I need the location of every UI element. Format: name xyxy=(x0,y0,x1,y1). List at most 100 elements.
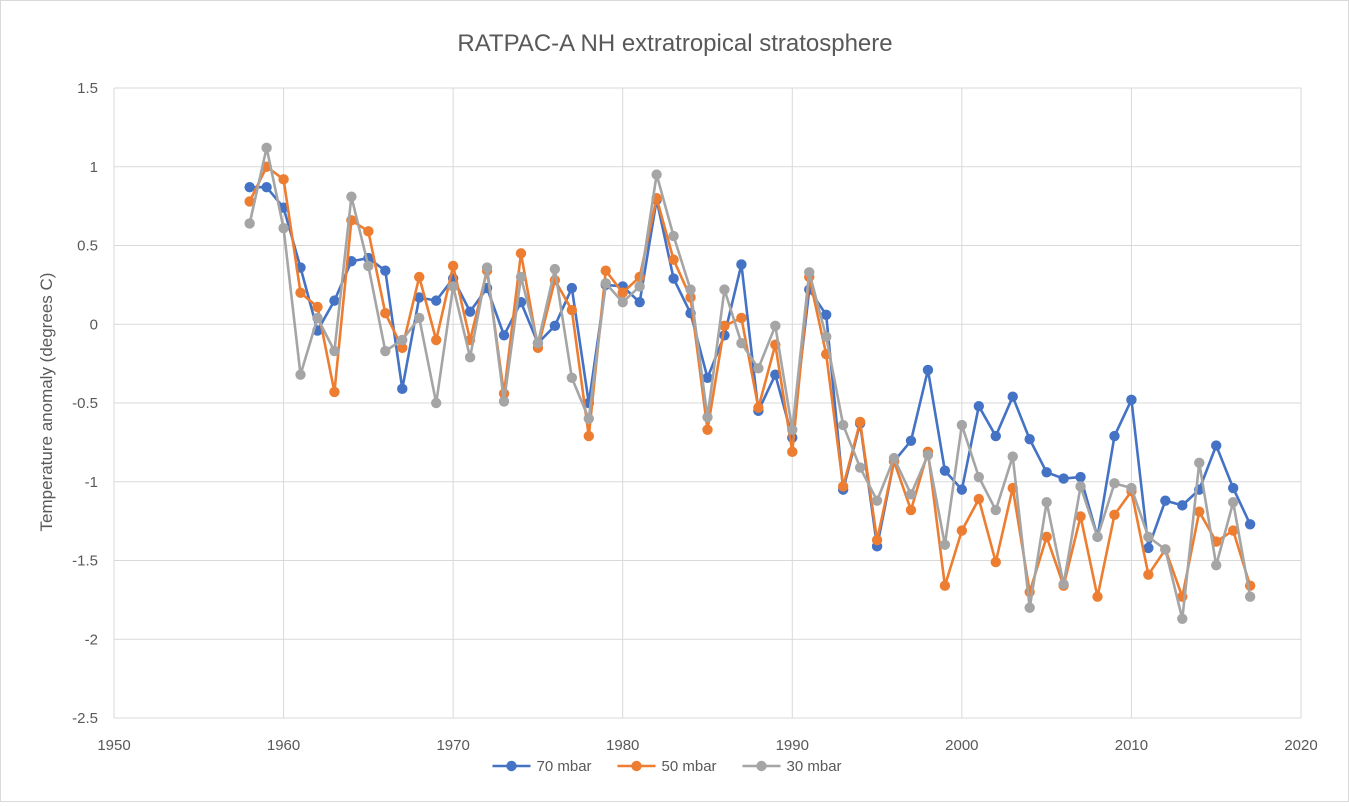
data-point-30-mbar xyxy=(990,504,1001,516)
data-point-50-mbar xyxy=(1227,525,1239,536)
data-point-30-mbar xyxy=(1041,497,1052,508)
data-point-50-mbar xyxy=(566,304,578,316)
data-point-30-mbar xyxy=(1092,531,1103,543)
data-point-50-mbar xyxy=(617,287,628,298)
data-point-30-mbar xyxy=(685,284,696,295)
legend-label: 50 mbar xyxy=(662,758,717,775)
data-point-50-mbar xyxy=(397,342,408,354)
data-point-50-mbar xyxy=(329,386,340,398)
data-point-30-mbar xyxy=(346,191,357,202)
data-point-70-mbar xyxy=(634,297,645,308)
data-point-30-mbar xyxy=(312,312,323,324)
y-tick-label: 0 xyxy=(90,316,98,333)
data-point-30-mbar xyxy=(804,267,815,278)
data-point-30-mbar xyxy=(888,452,900,464)
data-point-70-mbar xyxy=(414,292,425,303)
data-point-30-mbar xyxy=(922,449,934,461)
data-point-30-mbar xyxy=(702,411,713,423)
data-point-50-mbar xyxy=(1041,531,1052,543)
data-point-70-mbar xyxy=(430,295,442,306)
data-point-70-mbar xyxy=(1041,467,1052,478)
y-tick-label: -2 xyxy=(85,631,98,648)
data-point-70-mbar xyxy=(821,309,832,320)
data-point-50-mbar xyxy=(1143,569,1154,580)
y-tick-label: -1 xyxy=(85,474,98,491)
data-point-70-mbar xyxy=(464,306,476,317)
data-point-30-mbar xyxy=(854,462,866,473)
data-point-50-mbar xyxy=(871,534,883,546)
data-point-30-mbar xyxy=(532,337,544,349)
data-point-30-mbar xyxy=(566,372,578,383)
data-point-30-mbar xyxy=(430,397,442,409)
data-point-30-mbar xyxy=(583,413,594,424)
data-point-50-mbar xyxy=(787,446,798,458)
data-point-50-mbar xyxy=(719,320,730,332)
data-point-50-mbar xyxy=(430,334,442,346)
data-point-70-mbar xyxy=(244,182,255,193)
x-tick-label: 1990 xyxy=(776,737,809,754)
y-tick-label: 1 xyxy=(90,159,98,176)
data-point-50-mbar xyxy=(515,248,527,259)
data-point-30-mbar xyxy=(973,471,985,483)
data-point-30-mbar xyxy=(651,169,662,180)
x-tick-label: 1980 xyxy=(606,737,639,754)
data-point-30-mbar xyxy=(1227,497,1239,508)
data-point-30-mbar xyxy=(1194,457,1205,469)
chart-title: RATPAC-A NH extratropical stratosphere xyxy=(457,30,892,57)
data-point-50-mbar xyxy=(837,481,849,492)
data-point-30-mbar xyxy=(871,495,883,506)
data-point-50-mbar xyxy=(363,226,374,237)
series-group xyxy=(244,142,1256,624)
data-point-70-mbar xyxy=(261,182,272,193)
data-point-30-mbar xyxy=(481,262,493,273)
data-point-30-mbar xyxy=(329,345,340,357)
x-tick-label: 2020 xyxy=(1284,737,1317,754)
data-point-70-mbar xyxy=(1244,519,1256,530)
series-line-50-mbar xyxy=(248,165,1252,599)
legend: 70 mbar 50 mbar 30 mbar xyxy=(492,758,842,775)
data-point-50-mbar xyxy=(312,301,323,313)
data-point-50-mbar xyxy=(1092,591,1103,602)
data-point-30-mbar xyxy=(905,489,917,500)
data-point-70-mbar xyxy=(973,400,985,412)
data-point-50-mbar xyxy=(583,430,594,442)
data-point-70-mbar xyxy=(566,282,578,294)
data-point-70-mbar xyxy=(990,430,1001,442)
data-point-30-mbar xyxy=(787,424,798,435)
data-point-30-mbar xyxy=(939,539,951,550)
x-tick-label: 1970 xyxy=(436,737,469,754)
axis-tick-labels: 1950 1960 1970 1980 1990 2000 2010 2020 1.5 1 0.5 0… xyxy=(72,80,1318,754)
data-point-50-mbar xyxy=(600,265,611,276)
data-point-50-mbar xyxy=(380,308,391,319)
data-point-70-mbar xyxy=(1126,394,1137,406)
y-axis-label: Temperature anomaly (degrees C) xyxy=(37,273,56,532)
x-tick-label: 1950 xyxy=(97,737,130,754)
legend-label: 70 mbar xyxy=(537,758,592,775)
data-point-70-mbar xyxy=(1211,440,1222,451)
data-point-30-mbar xyxy=(837,419,849,431)
data-point-70-mbar xyxy=(380,265,391,276)
data-point-30-mbar xyxy=(414,312,425,324)
data-point-30-mbar xyxy=(1126,482,1137,494)
data-point-30-mbar xyxy=(668,230,679,242)
legend-marker xyxy=(756,760,767,772)
data-point-50-mbar xyxy=(447,260,459,272)
data-point-70-mbar xyxy=(668,273,679,284)
data-point-50-mbar xyxy=(854,416,866,428)
data-point-30-mbar xyxy=(719,284,730,295)
y-tick-label: -2.5 xyxy=(72,710,98,727)
data-point-30-mbar xyxy=(1143,531,1154,543)
data-point-30-mbar xyxy=(634,281,645,292)
data-point-50-mbar xyxy=(244,196,255,207)
data-point-70-mbar xyxy=(922,364,934,376)
legend-marker xyxy=(631,760,642,772)
data-point-50-mbar xyxy=(1194,506,1205,517)
data-point-30-mbar xyxy=(295,369,306,380)
data-point-70-mbar xyxy=(1143,542,1154,554)
data-point-30-mbar xyxy=(1058,578,1069,590)
x-tick-label: 1960 xyxy=(267,737,300,754)
grid-lines xyxy=(113,87,1302,719)
data-point-30-mbar xyxy=(447,281,459,292)
data-point-30-mbar xyxy=(1075,481,1086,492)
